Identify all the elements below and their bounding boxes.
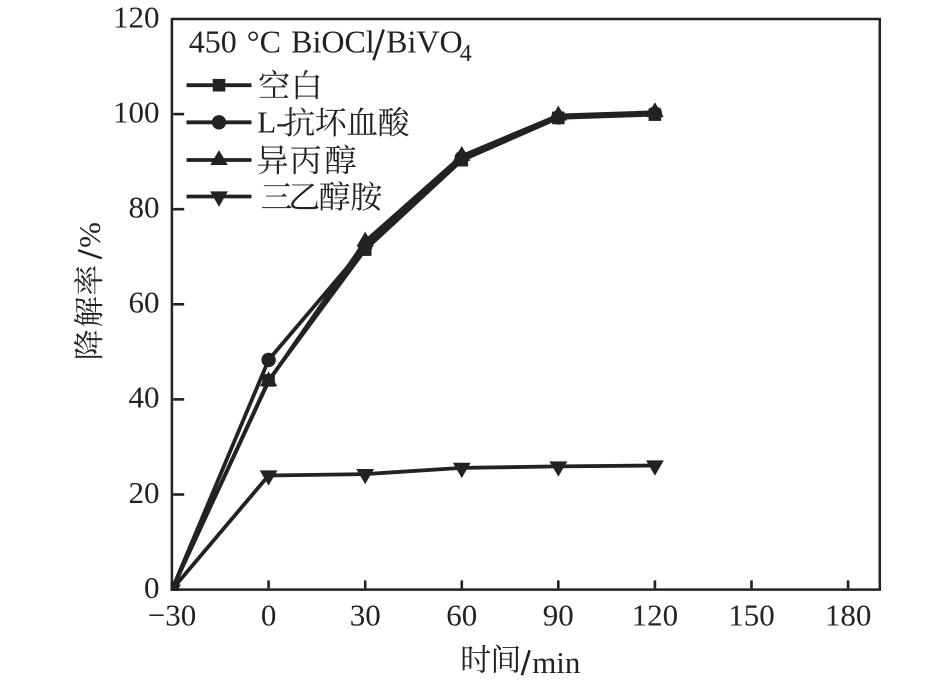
svg-text:%: % <box>72 222 107 248</box>
svg-text:−30: −30 <box>148 598 196 633</box>
svg-text:0: 0 <box>261 598 277 633</box>
svg-text:min: min <box>532 645 581 680</box>
svg-text:60: 60 <box>129 285 160 320</box>
svg-text:120: 120 <box>632 598 679 633</box>
svg-text:180: 180 <box>825 598 872 633</box>
svg-text:L-: L- <box>257 105 286 140</box>
svg-text:150: 150 <box>728 598 775 633</box>
svg-text:30: 30 <box>350 598 381 633</box>
svg-text:4: 4 <box>460 41 472 67</box>
svg-text:°C: °C <box>247 23 281 59</box>
svg-text:BiVO: BiVO <box>386 23 462 59</box>
svg-text:20: 20 <box>129 475 160 510</box>
svg-text:BiOCl: BiOCl <box>291 23 375 59</box>
svg-text:120: 120 <box>113 0 160 34</box>
svg-text:0: 0 <box>144 570 160 605</box>
svg-text:100: 100 <box>113 94 160 129</box>
svg-text:80: 80 <box>129 190 160 225</box>
svg-text:90: 90 <box>543 598 574 633</box>
svg-text:60: 60 <box>446 598 477 633</box>
svg-text:40: 40 <box>129 380 160 415</box>
svg-text:450: 450 <box>189 23 237 59</box>
